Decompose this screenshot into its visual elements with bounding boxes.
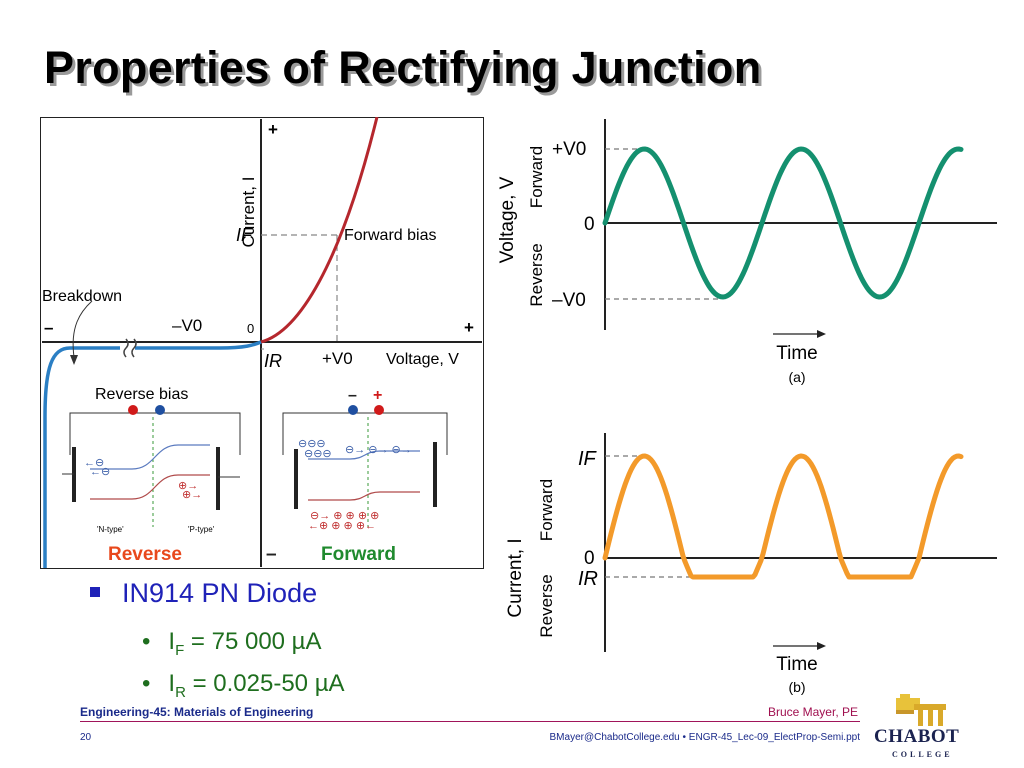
origin-label: 0 xyxy=(247,321,254,336)
sub-bullet-ir: • IR = 0.025-50 µA xyxy=(142,670,345,701)
forward-plus-sign: + xyxy=(373,387,382,404)
current-y-axis-label: Current, I xyxy=(505,538,526,617)
footer-author: Bruce Mayer, PE xyxy=(767,705,858,719)
voltage-sine-wave xyxy=(602,146,964,300)
square-bullet-icon xyxy=(90,587,100,597)
current-forward-label: Forward xyxy=(537,479,556,541)
footer-divider xyxy=(80,721,860,722)
svg-text:⊕→: ⊕→ xyxy=(182,489,202,501)
current-zero-label: 0 xyxy=(584,548,595,569)
forward-bias-inset: – + ⊖⊖⊖ ⊖⊖⊖ ⊖→ ⊖→ ⊖→ ⊖→ ⊕ ⊕ ⊕ ⊕ ←⊕ ⊕ ⊕ ⊕… xyxy=(282,387,448,532)
voltage-panel-label: (a) xyxy=(788,369,805,385)
rectified-current-wave xyxy=(602,453,964,580)
bullet-diode: IN914 PN Diode xyxy=(90,578,317,609)
voltage-zero-label: 0 xyxy=(584,214,595,235)
voltage-time-label: Time xyxy=(776,343,818,364)
reverse-bias-label: Reverse bias xyxy=(95,386,188,403)
if-label: IF xyxy=(236,225,253,245)
svg-text:⊖⊖⊖: ⊖⊖⊖ xyxy=(298,438,326,450)
current-time-chart: Current, I Forward Reverse IF 0 IR Time … xyxy=(505,433,997,695)
ir-label: IR xyxy=(264,351,282,371)
iv-characteristic-diagram: Current, I + + – 0 –V0 +V0 Voltage, V IF… xyxy=(40,117,484,569)
forward-bias-label: Forward bias xyxy=(344,227,436,244)
p-type-label: 'P-type' xyxy=(188,525,215,534)
current-reverse-label: Reverse xyxy=(537,574,556,637)
footer-email-file: BMayer@ChabotCollege.edu • ENGR-45_Lec-0… xyxy=(549,732,860,743)
minus-left-label: – xyxy=(44,318,53,337)
voltage-time-chart: Voltage, V Forward Reverse +V0 0 –V0 Tim… xyxy=(497,119,997,385)
voltage-neg-label: –V0 xyxy=(552,290,586,311)
breakdown-curve xyxy=(43,346,120,568)
svg-text:⊖→ ⊕ ⊕ ⊕ ⊕: ⊖→ ⊕ ⊕ ⊕ ⊕ xyxy=(310,510,379,522)
dot-bullet-icon: • xyxy=(142,628,151,655)
plus-top-label: + xyxy=(268,120,278,139)
voltage-axis-label: Voltage, V xyxy=(386,351,459,368)
forward-caption: Forward xyxy=(321,544,396,565)
current-time-label: Time xyxy=(776,654,818,675)
n-type-label: 'N-type' xyxy=(97,525,124,534)
breakdown-label: Breakdown xyxy=(42,288,122,305)
svg-text:←⊖: ←⊖ xyxy=(90,466,110,478)
logo-subtitle: COLLEGE xyxy=(892,750,953,759)
forward-minus-sign: – xyxy=(348,387,357,404)
svg-text:⊕→: ⊕→ xyxy=(178,480,198,492)
slide-title: Properties of Rectifying Junction xyxy=(44,42,762,93)
svg-text:←⊖: ←⊖ xyxy=(84,457,104,469)
pos-v0-label: +V0 xyxy=(322,349,353,368)
bullet-diode-text: IN914 PN Diode xyxy=(122,578,318,608)
neg-v0-label: –V0 xyxy=(172,316,202,335)
sub-bullet-if: • IF = 75 000 µA xyxy=(142,628,322,659)
forward-bias-curve xyxy=(260,117,379,344)
reverse-caption: Reverse xyxy=(108,544,182,565)
footer-course: Engineering-45: Materials of Engineering xyxy=(80,705,314,719)
svg-text:⊖⊖⊖: ⊖⊖⊖ xyxy=(304,448,332,460)
current-if-label: IF xyxy=(578,448,598,470)
voltage-y-axis-label: Voltage, V xyxy=(497,176,518,263)
current-panel-label: (b) xyxy=(788,679,805,695)
voltage-forward-label: Forward xyxy=(527,146,546,208)
voltage-reverse-label: Reverse xyxy=(527,243,546,306)
chabot-logo-icon xyxy=(896,694,946,726)
voltage-pos-label: +V0 xyxy=(552,139,586,160)
current-ir-label: IR xyxy=(578,568,598,590)
footer-page-number: 20 xyxy=(80,732,92,743)
plus-right-label: + xyxy=(464,318,474,337)
svg-text:⊖→ ⊖→ ⊖→: ⊖→ ⊖→ ⊖→ xyxy=(345,444,412,456)
logo-name: CHABOT xyxy=(874,726,960,747)
current-axis-label: Current, I xyxy=(239,177,258,248)
reverse-bias-curve xyxy=(135,340,262,350)
minus-bottom-label: – xyxy=(266,544,277,565)
dot-bullet-icon: • xyxy=(142,670,151,697)
svg-text:←⊕ ⊕ ⊕ ⊕←: ←⊕ ⊕ ⊕ ⊕← xyxy=(308,520,376,532)
reverse-bias-inset: Reverse bias ←⊖ ←⊖ ⊕→ ⊕→ 'N-type' 'P-typ… xyxy=(62,385,257,553)
